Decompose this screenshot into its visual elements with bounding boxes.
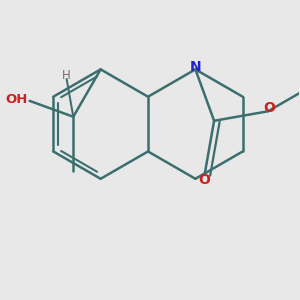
Text: H: H	[62, 69, 71, 82]
Text: N: N	[190, 59, 201, 74]
Text: O: O	[199, 173, 211, 187]
Text: OH: OH	[6, 93, 28, 106]
Text: O: O	[263, 101, 275, 116]
